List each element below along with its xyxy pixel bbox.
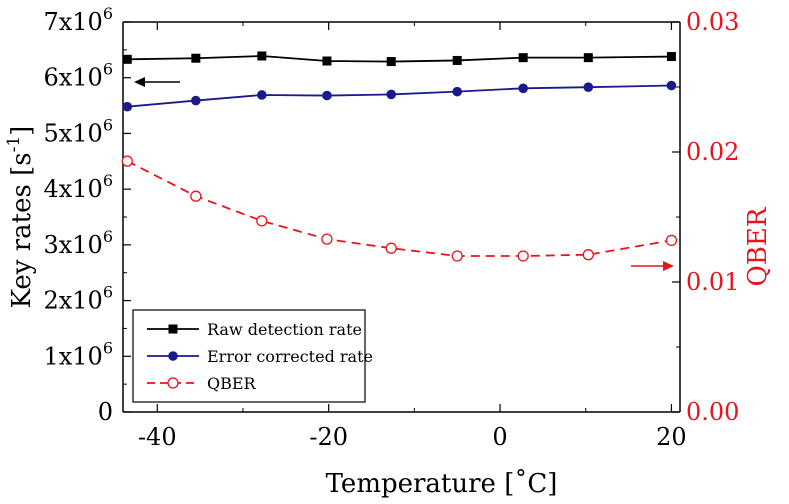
data-point — [452, 55, 462, 65]
x-axis-title: Temperature [˚C] — [326, 469, 558, 499]
arrow-head — [663, 261, 674, 271]
x-tick-label: 0 — [492, 423, 507, 451]
data-point — [121, 155, 133, 167]
series-line — [126, 160, 672, 257]
data-point — [322, 90, 332, 101]
legend-marker — [167, 377, 179, 389]
right-axis-arrow — [631, 261, 674, 271]
y-left-tick-label: 5x106 — [43, 115, 113, 147]
series-layer — [121, 51, 678, 262]
x-tick-label: -20 — [309, 423, 348, 451]
data-point — [190, 190, 202, 202]
data-point — [452, 86, 463, 97]
y-right-tick-label: 0.03 — [686, 8, 739, 36]
y-right-tick-label: 0.01 — [686, 268, 739, 296]
data-point — [321, 233, 333, 245]
y-left-tick-label: 2x106 — [43, 283, 113, 315]
y-right-tick-label: 0.02 — [686, 138, 739, 166]
data-point — [257, 90, 267, 100]
data-point — [451, 250, 463, 262]
x-tick-label: -40 — [138, 423, 177, 451]
data-point — [386, 57, 396, 67]
y-left-tick-label: 7x106 — [43, 4, 113, 36]
legend-item: Raw detection rate — [147, 320, 362, 339]
legend-item: Error corrected rate — [147, 347, 373, 366]
data-point — [322, 56, 332, 66]
legend-label: QBER — [207, 374, 257, 393]
legend-label: Raw detection rate — [207, 320, 362, 339]
data-point — [665, 234, 678, 247]
annotations — [134, 77, 674, 271]
data-point — [666, 80, 677, 91]
data-point — [257, 51, 267, 61]
series-raw-detection-rate — [122, 51, 676, 67]
data-point — [385, 242, 397, 254]
data-point — [517, 250, 529, 262]
data-point — [191, 53, 201, 63]
data-point — [582, 249, 594, 261]
series-error-corrected-rate — [122, 80, 677, 112]
y-left-tick-label: 0 — [98, 398, 113, 426]
legend-marker — [168, 351, 178, 361]
y-left-tick-label: 4x106 — [43, 171, 113, 203]
data-point — [518, 83, 528, 94]
data-point — [122, 54, 132, 64]
data-point — [583, 53, 593, 63]
left-axis-arrow — [134, 77, 180, 87]
y-right-axis-title: QBER — [743, 206, 773, 286]
data-point — [191, 95, 201, 106]
y-left-tick-label: 6x106 — [43, 60, 113, 92]
data-point — [122, 101, 133, 112]
y-left-axis-title: Key rates [s-1] — [4, 126, 37, 309]
data-point — [666, 52, 676, 62]
y-left-tick-label: 3x106 — [43, 227, 113, 259]
legend-marker — [168, 324, 178, 334]
arrow-head — [134, 77, 145, 87]
y-left-tick-label: 1x106 — [43, 338, 113, 370]
axes: -40 -20 0 20 0 1x106 2x106 3x106 4x106 5x106 6x106… — [4, 4, 773, 499]
y-right-tick-label: 0.00 — [686, 398, 739, 426]
data-point — [386, 89, 397, 100]
data-point — [583, 82, 594, 92]
legend-item: QBER — [147, 374, 257, 393]
x-tick-label: 20 — [656, 423, 687, 451]
series-qber — [121, 155, 678, 262]
legend: Raw detection rate Error corrected rate QB… — [132, 309, 373, 403]
data-point — [518, 53, 528, 63]
legend-label: Error corrected rate — [207, 347, 373, 366]
data-point — [256, 215, 268, 227]
